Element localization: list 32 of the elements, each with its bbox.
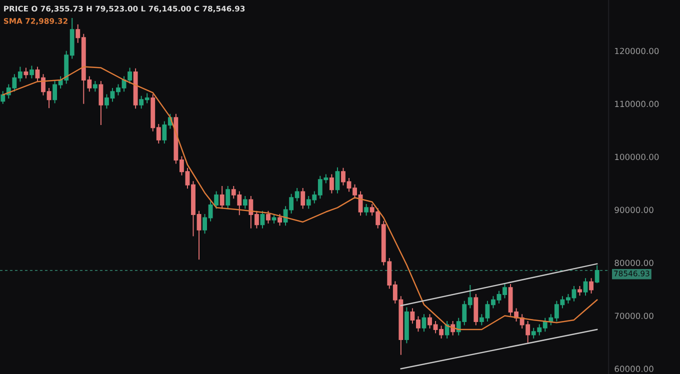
candlestick (272, 214, 276, 224)
candlestick (404, 306, 409, 344)
candlestick (364, 203, 369, 216)
candlestick (260, 210, 265, 229)
y-tick-label: 70000.00 (614, 312, 654, 320)
y-tick-label: 80000.00 (614, 260, 654, 266)
candlestick (594, 264, 600, 284)
candlestick (242, 196, 248, 210)
candlestick (98, 80, 104, 126)
candlestick (24, 67, 28, 79)
candlestick (214, 190, 219, 210)
candlestick (226, 185, 230, 210)
candlestick (300, 188, 306, 210)
candlestick (589, 278, 594, 294)
line-series (2, 66, 598, 330)
y-tick-label: 120000.00 (615, 48, 659, 54)
candlestick (30, 65, 34, 79)
candlestick (266, 210, 270, 224)
candlestick (583, 278, 588, 296)
candlestick (578, 286, 582, 296)
y-tick-label: 100000.00 (615, 154, 659, 160)
candlestick (220, 185, 224, 210)
candlestick (329, 174, 334, 194)
y-tick-label: 90000.00 (614, 206, 654, 214)
candlestick (92, 80, 98, 92)
candlestick (422, 314, 426, 332)
candlestick (474, 294, 478, 326)
candlestick (335, 166, 340, 194)
y-tick-label: 110000.00 (615, 100, 659, 108)
candlestick (133, 68, 138, 110)
candlestick (278, 214, 282, 226)
y-tick-label: 60000.00 (614, 366, 654, 372)
